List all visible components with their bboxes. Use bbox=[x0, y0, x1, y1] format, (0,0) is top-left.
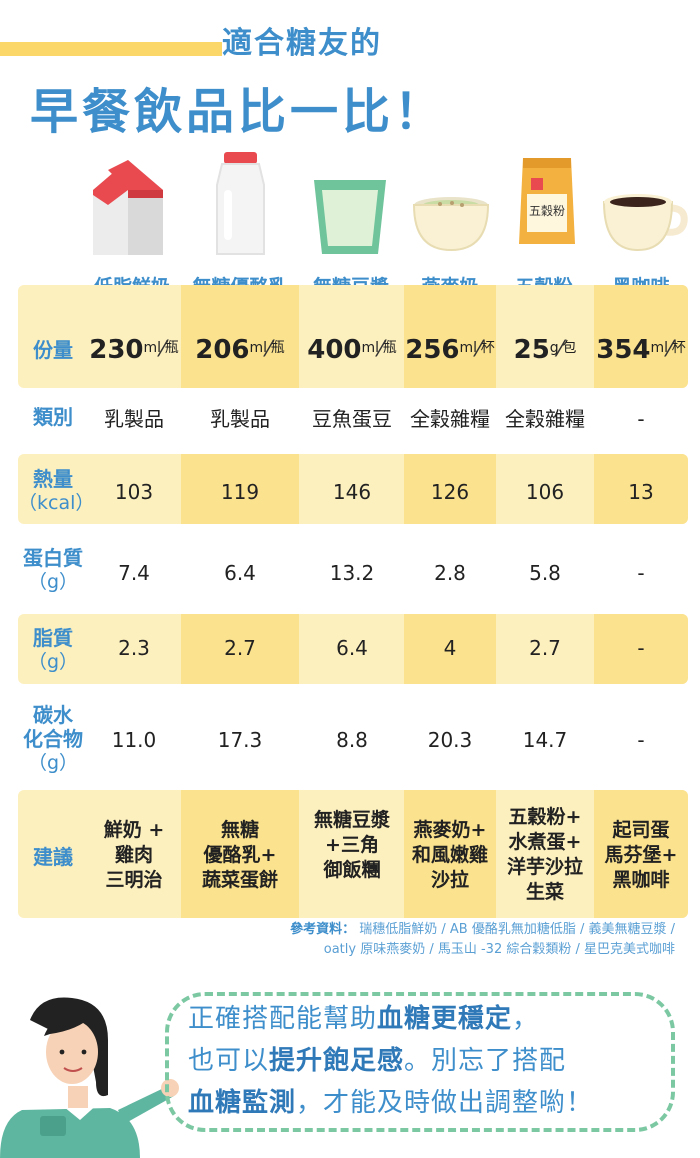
suggestion-cell: 無糖豆漿 +三角 御飯糰 bbox=[313, 809, 390, 881]
calories-cell: 106 bbox=[525, 480, 565, 504]
row-label-suggestion: 建議 bbox=[33, 845, 73, 869]
milk-carton-icon bbox=[93, 160, 163, 255]
fat-cell: 6.4 bbox=[336, 636, 368, 660]
fat-row-band bbox=[18, 614, 688, 684]
category-cell: 乳製品 bbox=[104, 407, 164, 431]
title-accent-bar bbox=[0, 42, 222, 56]
row-label-carbs: 碳水 化合物 （g） bbox=[23, 703, 83, 774]
calories-row-band bbox=[18, 454, 688, 524]
suggestion-cell: 無糖 優酪乳+ 蔬菜蛋餅 bbox=[201, 819, 278, 891]
yogurt-bottle-icon bbox=[216, 152, 265, 255]
portion-row-band bbox=[18, 285, 688, 388]
soy-milk-cup-icon bbox=[314, 180, 386, 254]
row-label-calories: 熱量 （kcal） bbox=[18, 467, 95, 514]
page-subtitle: 適合糖友的 bbox=[222, 26, 382, 61]
page-title: 早餐飲品比一比！ bbox=[30, 84, 447, 140]
fat-cell: - bbox=[637, 636, 645, 660]
calories-cell: 103 bbox=[114, 480, 154, 504]
category-cell: 乳製品 bbox=[210, 407, 270, 431]
portion-cell: 256ml⁄杯 bbox=[405, 335, 495, 365]
portion-cell: 400ml⁄瓶 bbox=[307, 335, 397, 365]
suggestion-cell: 起司蛋 馬芬堡+ 黑咖啡 bbox=[604, 819, 678, 891]
suggestion-cell: 燕麥奶+ 和風嫩雞 沙拉 bbox=[411, 819, 488, 891]
protein-cell: - bbox=[637, 561, 645, 585]
carbs-cell: - bbox=[637, 728, 645, 752]
fat-cell: 2.3 bbox=[118, 636, 150, 660]
protein-cell: 6.4 bbox=[224, 561, 256, 585]
carbs-cell: 11.0 bbox=[111, 728, 157, 752]
protein-cell: 2.8 bbox=[434, 561, 466, 585]
message-text: 正確搭配能幫助血糖更穩定， 也可以提升飽足感。別忘了搭配 血糖監測，才能及時做出… bbox=[188, 1004, 594, 1118]
message-bubble bbox=[165, 992, 675, 1132]
suggestion-cell: 鮮奶 + 雞肉 三明治 bbox=[103, 819, 165, 891]
nurse-illustration bbox=[0, 997, 179, 1158]
calories-cell: 119 bbox=[220, 480, 260, 504]
carbs-cell: 20.3 bbox=[427, 728, 473, 752]
category-cell: 全穀雜糧 bbox=[505, 407, 585, 431]
row-label-category: 類別 bbox=[33, 405, 73, 429]
coffee-cup-icon bbox=[602, 194, 688, 252]
row-label-portion: 份量 bbox=[33, 338, 73, 362]
row-label-fat: 脂質 （g） bbox=[27, 626, 79, 673]
fat-cell: 4 bbox=[443, 636, 457, 660]
grain-bag-label: 五穀粉 bbox=[529, 204, 566, 218]
category-cell: - bbox=[637, 407, 645, 431]
carbs-cell: 14.7 bbox=[522, 728, 568, 752]
row-label-protein: 蛋白質 （g） bbox=[23, 546, 83, 593]
carbs-cell: 17.3 bbox=[217, 728, 263, 752]
protein-cell: 5.8 bbox=[529, 561, 561, 585]
calories-cell: 146 bbox=[332, 480, 372, 504]
grain-powder-bag-icon bbox=[519, 158, 575, 244]
protein-cell: 7.4 bbox=[118, 561, 150, 585]
portion-cell: 230ml⁄瓶 bbox=[89, 335, 179, 365]
portion-cell: 206ml⁄瓶 bbox=[195, 335, 285, 365]
calories-cell: 126 bbox=[430, 480, 470, 504]
category-cell: 豆魚蛋豆 bbox=[312, 407, 392, 431]
category-cell: 全穀雜糧 bbox=[410, 407, 490, 431]
portion-cell: 354ml⁄杯 bbox=[596, 335, 686, 365]
calories-cell: 13 bbox=[628, 480, 654, 504]
fat-cell: 2.7 bbox=[529, 636, 561, 660]
suggestion-row-band bbox=[18, 790, 688, 918]
suggestion-cell: 五穀粉+ 水煮蛋+ 洋芋沙拉 生菜 bbox=[506, 806, 583, 903]
oat-milk-bowl-icon bbox=[412, 197, 490, 252]
carbs-cell: 8.8 bbox=[336, 728, 368, 752]
portion-cell: 25g⁄包 bbox=[513, 335, 577, 365]
protein-cell: 13.2 bbox=[329, 561, 375, 585]
fat-cell: 2.7 bbox=[224, 636, 256, 660]
reference-note: 參考資料： 瑞穗低脂鮮奶 / AB 優酪乳無加糖低脂 / 義美無糖豆漿 / oa… bbox=[290, 922, 675, 957]
